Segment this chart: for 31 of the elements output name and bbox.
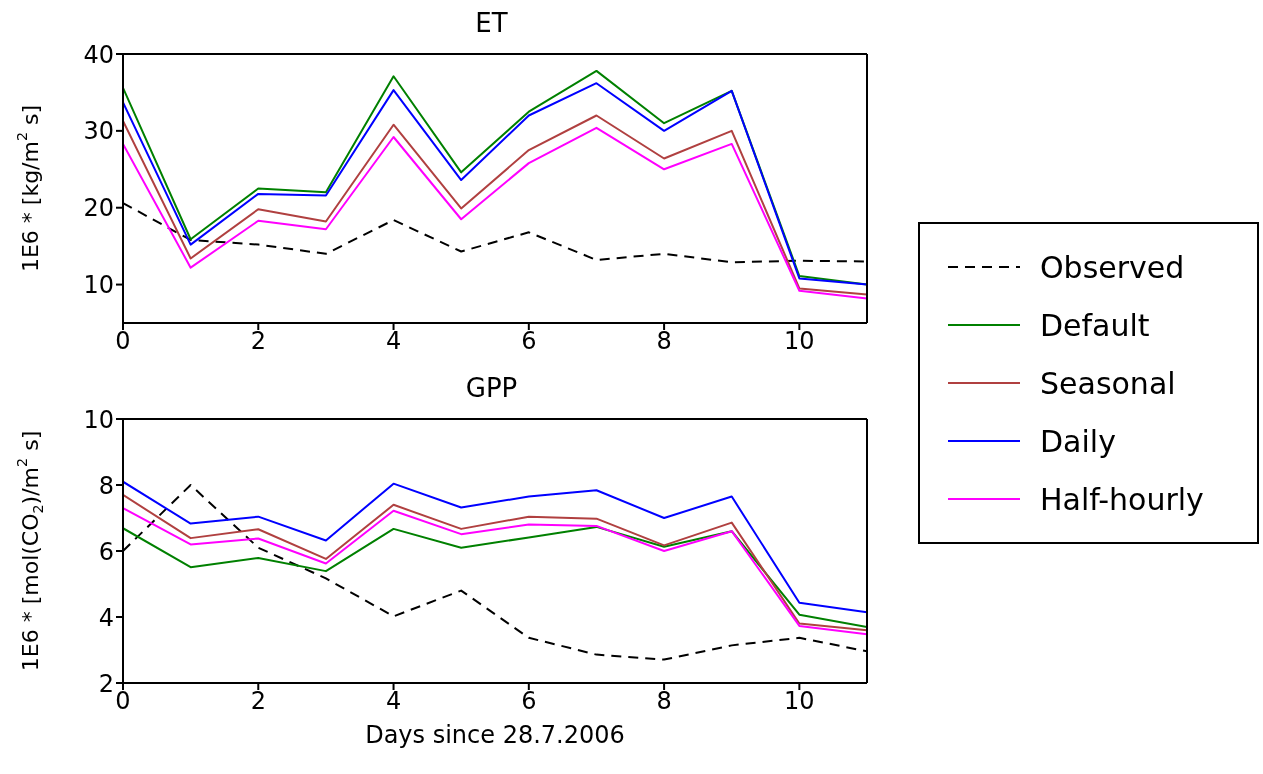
y-tick-label: 10 [83,271,114,300]
legend-label: Seasonal [1040,365,1176,401]
x-axis-title: Days since 28.7.2006 [365,721,625,749]
legend-label: Default [1040,307,1150,343]
x-tick-label: 0 [115,327,131,356]
y-tick-label: 2 [98,669,114,698]
y-tick-label: 4 [98,603,114,632]
legend-label: Half-hourly [1040,481,1204,517]
legend-label: Daily [1040,423,1116,459]
x-tick-label: 2 [250,327,266,356]
legend-label: Observed [1040,249,1185,285]
x-tick-label: 6 [521,687,537,716]
x-tick-label: 10 [784,687,815,716]
line-series [123,525,867,628]
x-tick-label: 4 [385,327,402,356]
chart-title: ET [474,8,509,38]
line-series [123,480,867,614]
x-tick-label: 4 [385,687,402,716]
chart-title: GPP [464,373,519,403]
y-tick-label: 10 [83,405,114,434]
y-tick-label: 40 [83,40,114,69]
y-tick-label: 30 [83,117,114,146]
y-tick-label: 6 [98,537,114,566]
x-tick-label: 8 [656,327,672,356]
y-tick-label: 20 [83,194,114,223]
x-tick-label: 8 [656,687,672,716]
x-tick-label: 2 [250,687,266,716]
x-tick-label: 6 [521,327,537,356]
x-tick-label: 0 [115,687,131,716]
y-tick-label: 8 [98,471,114,500]
x-tick-label: 10 [784,327,815,356]
